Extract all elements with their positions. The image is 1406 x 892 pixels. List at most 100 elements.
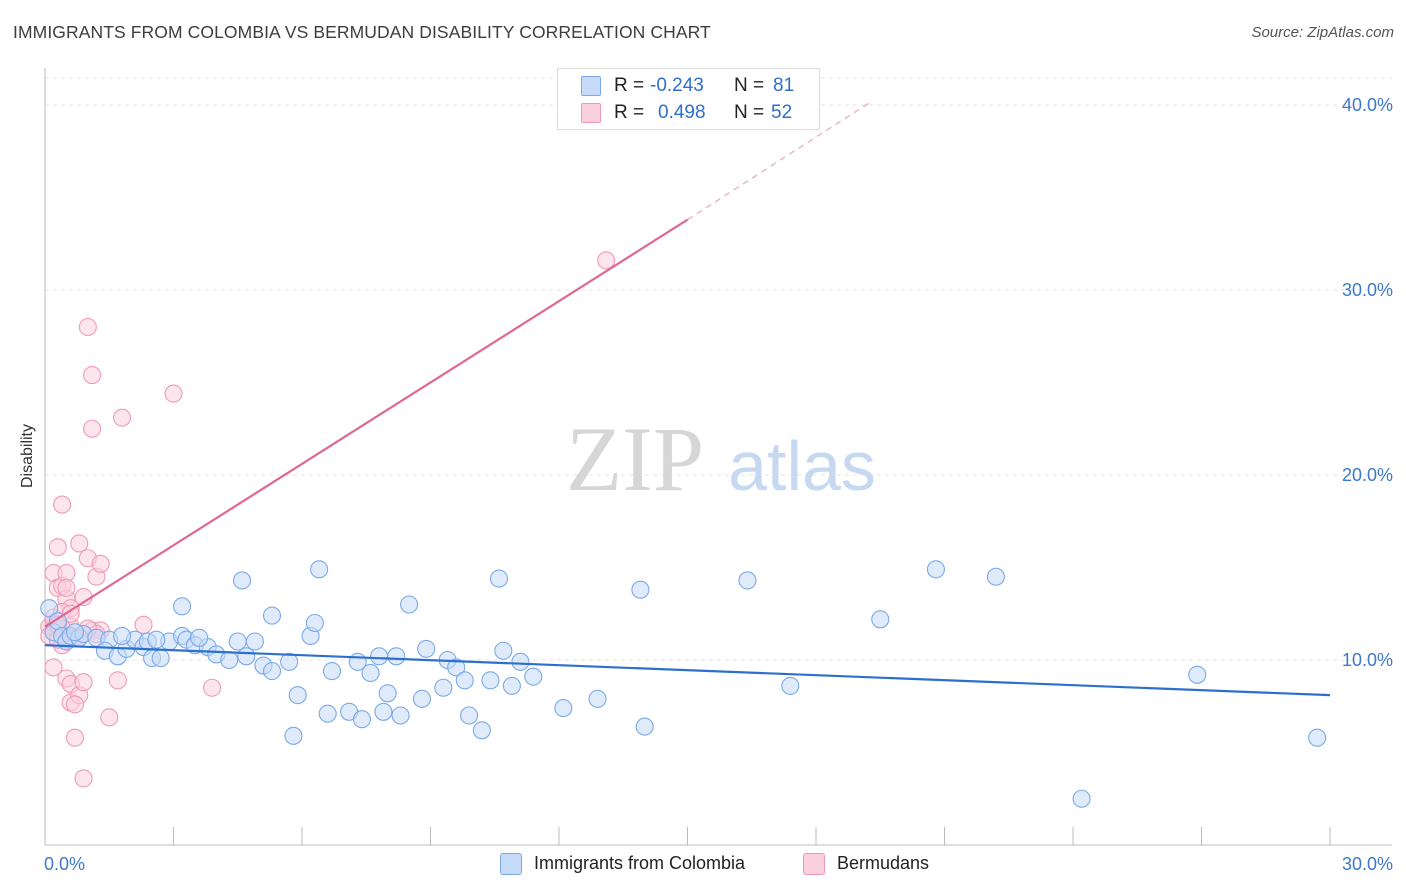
colombia-trend-line [44,644,1331,697]
r-value-bermudans: 0.498 [658,102,706,123]
bermudans-point [203,678,222,697]
colombia-point [40,599,59,618]
colombia-point [472,721,491,740]
bermudans-point [83,366,102,385]
bermudans-trend-extension [687,100,873,221]
colombia-point [228,632,247,651]
bermudans-point [597,251,616,270]
colombia-point [370,647,389,666]
r-label: R = [614,75,645,96]
colombia-point [361,663,380,683]
colombia-point [232,571,252,590]
colombia-point [738,571,757,590]
colombia-point [986,567,1005,586]
colombia-point [374,702,393,721]
colombia-point [511,652,530,671]
trend-lines [44,100,1331,697]
bermudans-point [57,578,76,597]
colombia-point [190,628,209,647]
colombia-point [781,676,800,695]
bermudans-point [70,534,89,553]
colombia-point [871,610,890,629]
colombia-legend-swatch [500,853,522,875]
colombia-point [220,650,239,670]
bermudans-point [83,419,102,438]
bermudans-point [134,615,153,634]
colombia-point [352,710,372,729]
n-label: N = [734,75,765,96]
bermudans-point [100,708,119,727]
colombia-point [400,595,419,614]
colombia-point [447,658,466,677]
colombia-point [481,671,500,690]
colombia-point [318,704,337,723]
colombia-point [459,706,479,725]
colombia-point [412,689,431,708]
colombia-point [434,678,453,697]
chart-title: IMMIGRANTS FROM COLOMBIA VS BERMUDAN DIS… [13,22,711,42]
colombia-point [310,560,329,579]
axes [44,68,1392,846]
colombia-point [1072,789,1091,808]
colombia-point [926,560,945,579]
bermudans-point [91,554,110,573]
n-value-colombia: 81 [773,75,795,96]
colombia-point [554,699,573,718]
bermudans-point [74,673,93,692]
colombia-point [1308,728,1327,747]
colombia-point [280,652,299,671]
colombia-point [631,580,650,599]
colombia-point [387,647,406,666]
r-label: R = [614,102,645,123]
gridlines [45,77,1392,661]
colombia-swatch [581,76,601,96]
colombia-point [524,667,543,686]
n-value-bermudans: 52 [771,102,793,123]
colombia-point [245,632,264,651]
n-label: N = [734,102,765,123]
bermudans-point [65,728,85,747]
colombia-point [173,597,192,616]
correlation-legend: R = -0.243 N = 81 R = 0.498 N = 52 [557,68,820,130]
colombia-point [588,689,607,708]
colombia-point [288,686,307,705]
y-tick-label: 30.0% [1342,280,1393,300]
bermudans-point [48,538,67,557]
colombia-point [1188,665,1207,684]
colombia-point [284,726,303,745]
colombia-point [502,676,521,695]
colombia-point [378,684,397,703]
colombia-point [151,649,170,668]
colombia-point [455,671,474,690]
colombia-point [391,706,410,725]
y-tick-label: 40.0% [1342,95,1393,115]
y-tick-label: 20.0% [1342,465,1393,485]
bermudans-trend-line [44,218,689,628]
colombia-point [635,717,654,736]
colombia-point [65,623,85,642]
colombia-point [494,641,513,660]
watermark-zip: ZIP [566,408,704,510]
bermudans-point [164,384,183,403]
colombia-point [237,647,256,666]
colombia-point [262,662,282,681]
bermudans-swatch [581,103,601,123]
colombia-legend-label: Immigrants from Colombia [534,853,746,873]
bermudans-point [44,658,63,677]
x-tick-label: 0.0% [44,854,85,874]
source-label: Source: ZipAtlas.com [1251,24,1394,41]
colombia-point [322,662,342,681]
r-value-colombia: -0.243 [650,75,704,96]
colombia-point [417,639,436,658]
bermudans-point [113,408,132,427]
y-tick-label: 10.0% [1342,650,1393,670]
colombia-point [489,569,509,588]
bermudans-point [65,695,85,714]
watermark-atlas: atlas [728,427,876,505]
bermudans-point [53,495,72,514]
bermudans-legend-label: Bermudans [837,853,930,873]
tick-labels: 10.0% 20.0% 30.0% 40.0% 0.0% 30.0% [44,95,1393,874]
colombia-point [262,606,282,625]
bermudans-point [108,671,127,690]
